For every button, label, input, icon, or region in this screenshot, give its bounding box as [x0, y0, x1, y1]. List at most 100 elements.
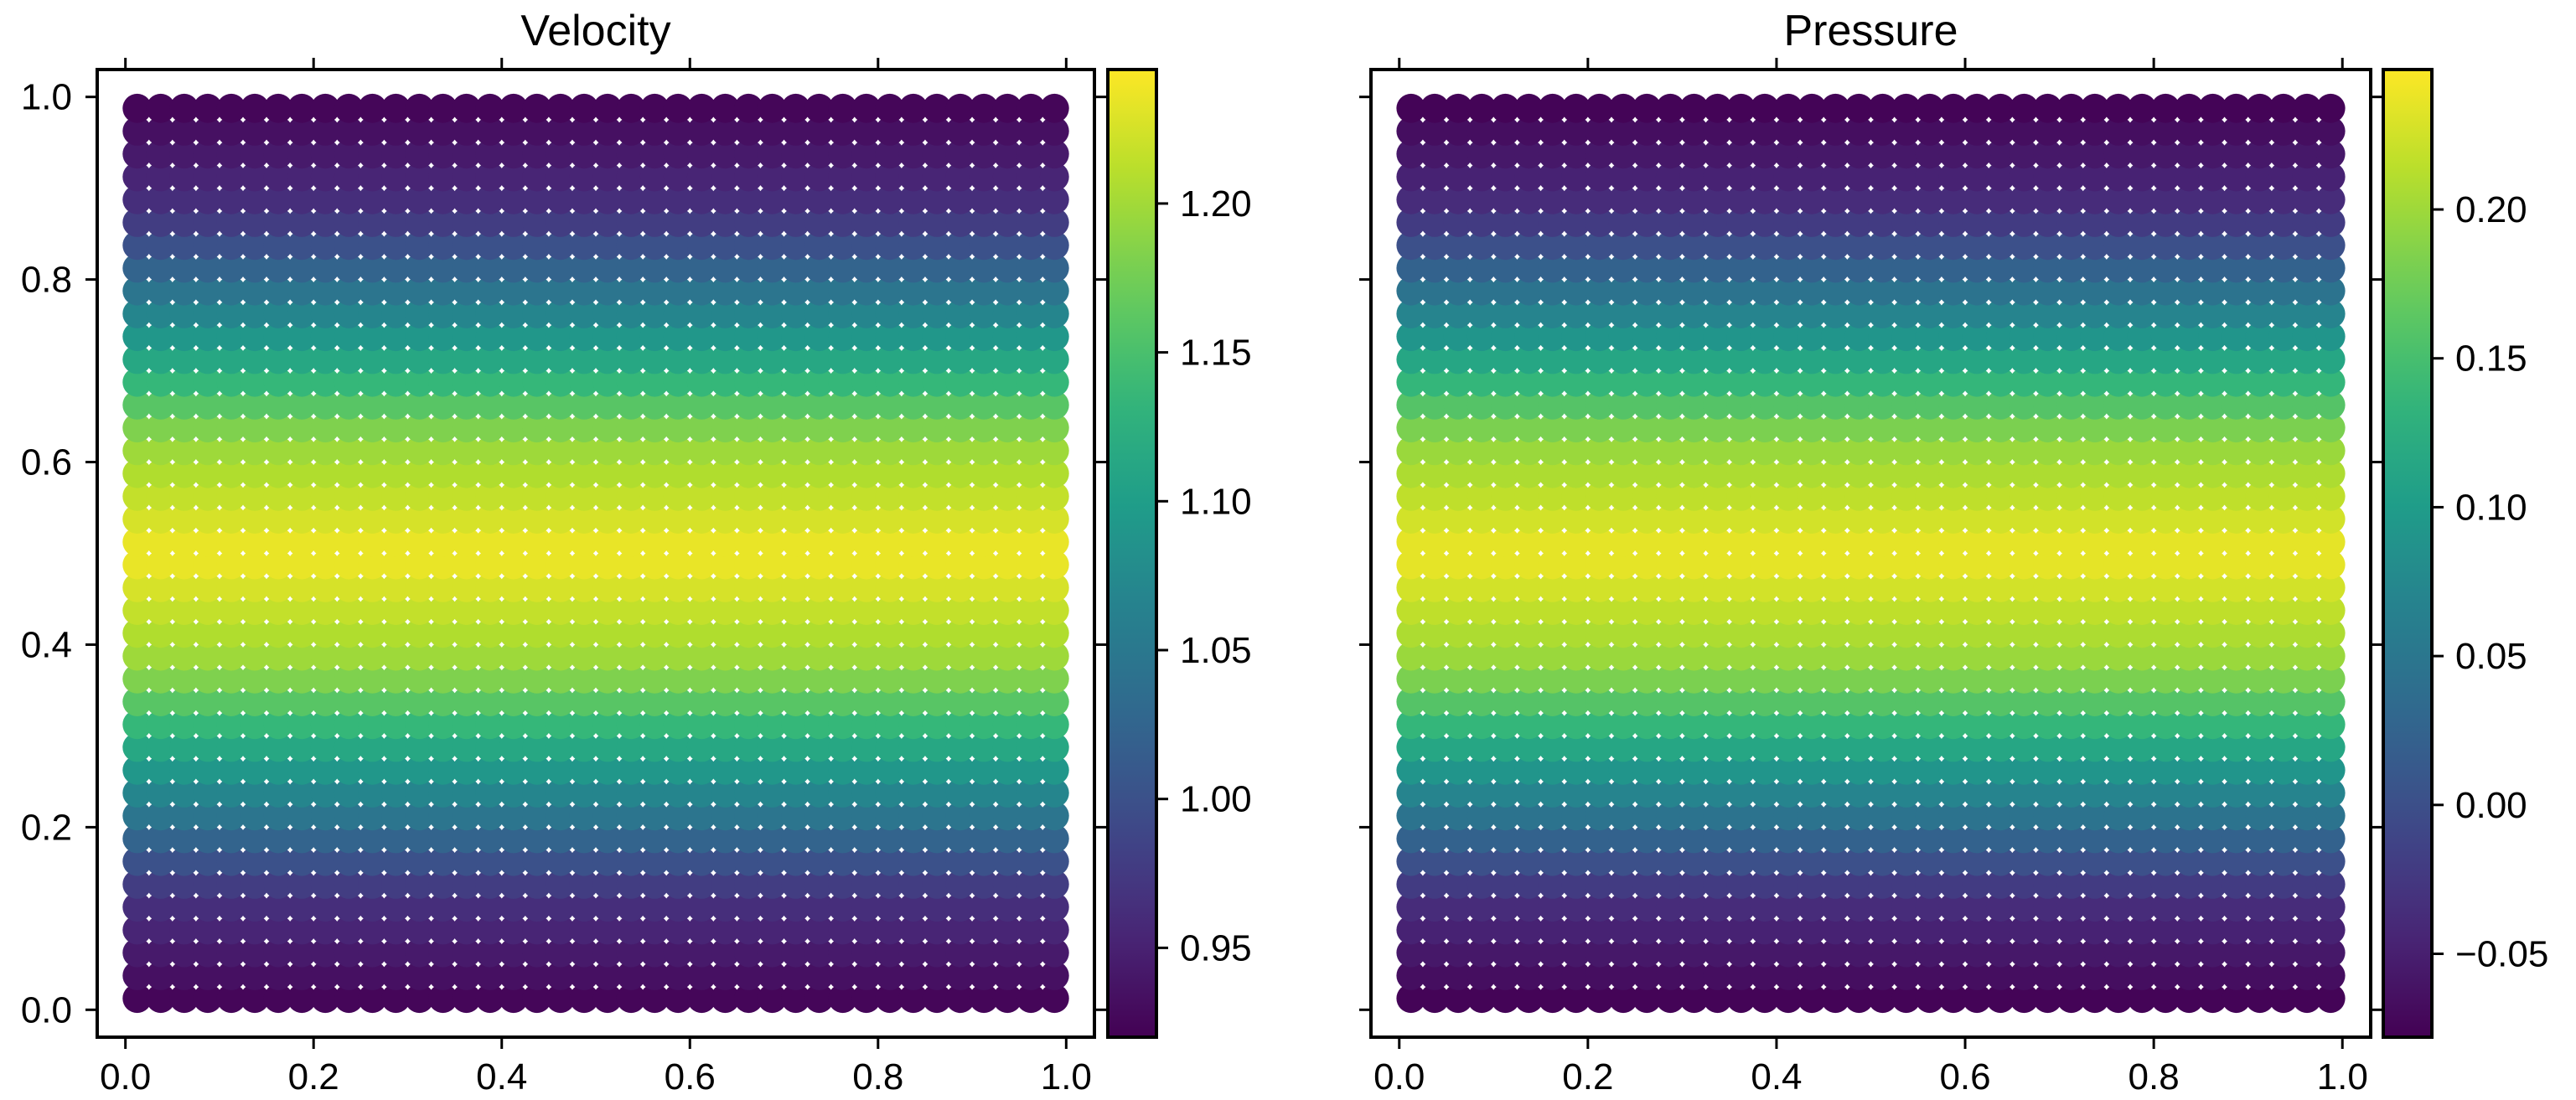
- data-point: [898, 436, 928, 466]
- data-point: [1844, 253, 1874, 283]
- data-point: [686, 801, 716, 831]
- data-point: [569, 710, 599, 740]
- data-point: [1985, 732, 2015, 762]
- data-point: [1561, 961, 1591, 990]
- data-point: [734, 687, 763, 716]
- data-point: [1938, 870, 1968, 899]
- data-point: [969, 732, 999, 762]
- data-point: [216, 961, 246, 990]
- data-point: [522, 322, 552, 352]
- data-point: [2127, 276, 2157, 306]
- data-point: [2245, 846, 2275, 876]
- data-point: [663, 778, 693, 808]
- data-point: [1915, 961, 1945, 990]
- data-point: [2033, 618, 2062, 648]
- data-point: [992, 367, 1022, 397]
- data-point: [2198, 390, 2227, 420]
- data-point: [1773, 299, 1803, 328]
- data-point: [169, 253, 199, 283]
- data-point: [1585, 732, 1615, 762]
- data-point: [828, 824, 858, 854]
- data-point: [1750, 208, 1780, 237]
- data-point: [1773, 870, 1803, 899]
- data-point: [499, 618, 529, 648]
- data-point: [310, 550, 340, 580]
- data-point: [2127, 915, 2157, 945]
- colorbar-tick-label: 1.05: [1180, 630, 1252, 671]
- data-point: [2245, 824, 2275, 854]
- data-point: [1703, 208, 1732, 237]
- data-point: [851, 299, 882, 328]
- data-point: [2033, 162, 2062, 192]
- data-point: [1726, 596, 1756, 625]
- data-point: [1820, 367, 1850, 397]
- data-point: [2010, 390, 2039, 420]
- data-point: [781, 93, 810, 123]
- data-point: [334, 116, 364, 146]
- data-point: [1491, 984, 1520, 1014]
- data-point: [945, 413, 975, 443]
- data-point: [263, 230, 293, 261]
- data-point: [146, 573, 176, 602]
- data-point: [2056, 276, 2087, 306]
- data-point: [2245, 573, 2275, 602]
- data-point: [122, 755, 153, 785]
- data-point: [2056, 870, 2087, 899]
- data-point: [1820, 846, 1850, 876]
- data-point: [734, 458, 763, 488]
- data-point: [828, 755, 858, 785]
- data-point: [1514, 482, 1544, 511]
- data-point: [1561, 755, 1591, 785]
- data-point: [1396, 961, 1426, 990]
- data-point: [2315, 208, 2346, 237]
- data-point: [2198, 458, 2227, 488]
- data-point: [945, 801, 975, 831]
- data-point: [2174, 915, 2204, 945]
- data-point: [287, 596, 317, 625]
- data-point: [1962, 527, 1992, 557]
- data-point: [2080, 322, 2110, 352]
- data-point: [1632, 846, 1662, 876]
- data-point: [711, 687, 740, 716]
- data-point: [428, 687, 458, 716]
- data-point: [1726, 824, 1756, 854]
- data-point: [2268, 618, 2299, 648]
- data-point: [1915, 778, 1945, 808]
- data-point: [592, 984, 623, 1014]
- data-point: [2033, 390, 2062, 420]
- data-point: [2268, 915, 2299, 945]
- data-point: [569, 299, 599, 328]
- data-point: [334, 687, 364, 716]
- data-point: [1585, 458, 1615, 488]
- data-point: [334, 755, 364, 785]
- data-point: [2222, 276, 2252, 306]
- data-point: [216, 436, 246, 466]
- data-point: [522, 892, 552, 922]
- data-point: [405, 527, 434, 557]
- data-point: [216, 573, 246, 602]
- data-point: [1962, 367, 1992, 397]
- data-point: [898, 116, 928, 146]
- data-point: [1016, 299, 1046, 328]
- data-point: [1655, 504, 1685, 534]
- data-point: [381, 230, 411, 261]
- data-point: [898, 870, 928, 899]
- data-point: [992, 984, 1022, 1014]
- data-point: [546, 664, 576, 694]
- data-point: [898, 984, 928, 1014]
- data-point: [1750, 367, 1780, 397]
- data-point: [1820, 824, 1850, 854]
- data-point: [1820, 527, 1850, 557]
- data-point: [2292, 778, 2322, 808]
- data-point: [381, 641, 411, 671]
- data-point: [1773, 892, 1803, 922]
- data-point: [851, 208, 882, 237]
- data-point: [1608, 732, 1638, 762]
- data-point: [1703, 846, 1732, 876]
- data-point: [1703, 367, 1732, 397]
- data-point: [1491, 687, 1520, 716]
- data-point: [1561, 162, 1591, 192]
- data-point: [1679, 527, 1709, 557]
- data-point: [734, 504, 763, 534]
- data-point: [1915, 755, 1945, 785]
